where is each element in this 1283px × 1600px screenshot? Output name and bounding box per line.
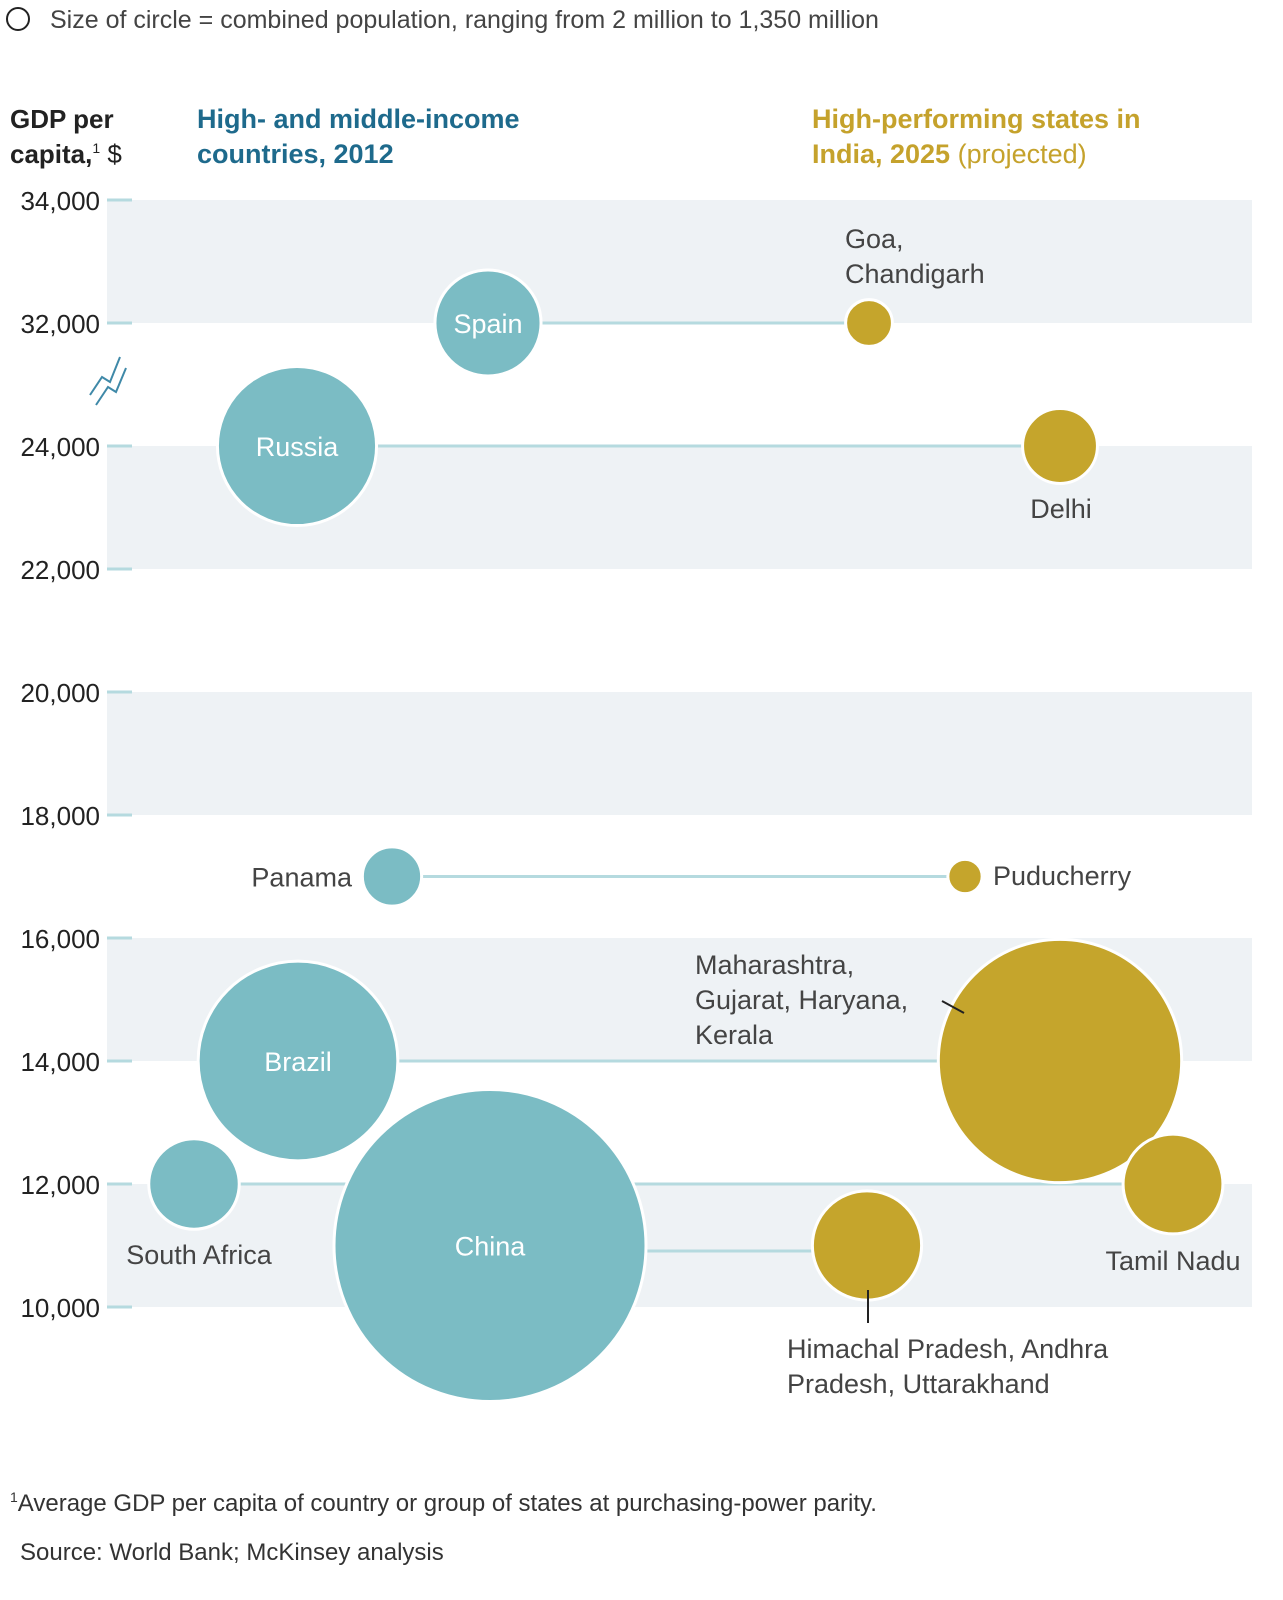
state-label: Delhi	[1030, 494, 1092, 524]
country-label: Brazil	[264, 1047, 332, 1077]
state-bubble	[936, 937, 1184, 1185]
state-bubble	[1121, 1132, 1225, 1236]
state-bubble	[844, 298, 894, 348]
country-bubble	[196, 959, 400, 1163]
y-axis-label-text: capita,	[10, 139, 92, 169]
axis-break-icon	[89, 356, 127, 406]
country-label: China	[455, 1232, 527, 1262]
footnote-marker: 1	[10, 1489, 18, 1505]
state-label: Himachal Pradesh, Andhra	[787, 1334, 1109, 1364]
country-bubble	[433, 268, 543, 378]
state-label: Maharashtra,	[695, 950, 854, 980]
source-note: Source: World Bank; McKinsey analysis	[20, 1539, 444, 1566]
country-label: South Africa	[126, 1240, 273, 1270]
y-tick-label: 16,000	[20, 924, 100, 954]
state-label: Puducherry	[993, 861, 1132, 891]
state-label: Goa,	[845, 224, 904, 254]
y-tick-label: 14,000	[20, 1047, 100, 1077]
state-label: Gujarat, Haryana,	[695, 985, 908, 1015]
countries-heading-line2: countries, 2012	[197, 139, 394, 169]
country-bubble	[332, 1088, 648, 1403]
state-bubble	[810, 1189, 924, 1302]
y-axis-footnote-marker: 1	[92, 140, 100, 156]
y-axis-label-line1: GDP per	[10, 104, 114, 134]
gridband	[107, 1184, 1252, 1307]
y-tick-label: 12,000	[20, 1170, 100, 1200]
legend-note: Size of circle = combined population, ra…	[50, 6, 879, 34]
country-bubble	[147, 1137, 241, 1231]
bubbles: Spain Goa, Chandigarh Russia Delhi Panama Pudu…	[126, 224, 1241, 1403]
state-bubble	[946, 857, 984, 896]
y-axis-unit: $	[100, 139, 122, 169]
y-tick-label: 34,000	[20, 186, 100, 216]
y-tick-label: 18,000	[20, 801, 100, 831]
footnote: 1Average GDP per capita of country or gr…	[10, 1489, 877, 1517]
gridband	[107, 692, 1252, 815]
country-label: Russia	[256, 432, 340, 462]
states-heading-year: India, 2025	[812, 139, 950, 169]
country-bubble	[215, 364, 379, 528]
y-axis-label-line2: capita,1 $	[10, 139, 122, 169]
y-tick-label: 24,000	[20, 432, 100, 462]
legend-circle-icon	[6, 7, 30, 31]
states-heading-line2: India, 2025 (projected)	[812, 139, 1087, 169]
country-bubble	[360, 845, 424, 908]
gridband	[107, 200, 1252, 323]
state-label: Tamil Nadu	[1105, 1246, 1240, 1276]
country-label: Spain	[453, 309, 522, 339]
footnote-text: Average GDP per capita of country or gro…	[18, 1490, 877, 1517]
label-leader-line	[941, 1000, 965, 1014]
state-label: Kerala	[695, 1020, 774, 1050]
state-label: Chandigarh	[845, 259, 985, 289]
y-tick-label: 10,000	[20, 1293, 100, 1323]
states-heading-projected: (projected)	[950, 139, 1087, 169]
y-axis: 34,000 32,000 24,000 22,000 20,000 18,000 16,0…	[20, 186, 132, 1323]
state-label: Pradesh, Uttarakhand	[787, 1369, 1050, 1399]
y-tick-label: 22,000	[20, 555, 100, 585]
y-tick-label: 32,000	[20, 309, 100, 339]
y-tick-label: 20,000	[20, 678, 100, 708]
countries-heading-line1: High- and middle-income	[197, 104, 520, 134]
country-label: Panama	[251, 863, 353, 893]
states-heading-line1: High-performing states in	[812, 104, 1141, 134]
state-bubble	[1021, 407, 1099, 485]
